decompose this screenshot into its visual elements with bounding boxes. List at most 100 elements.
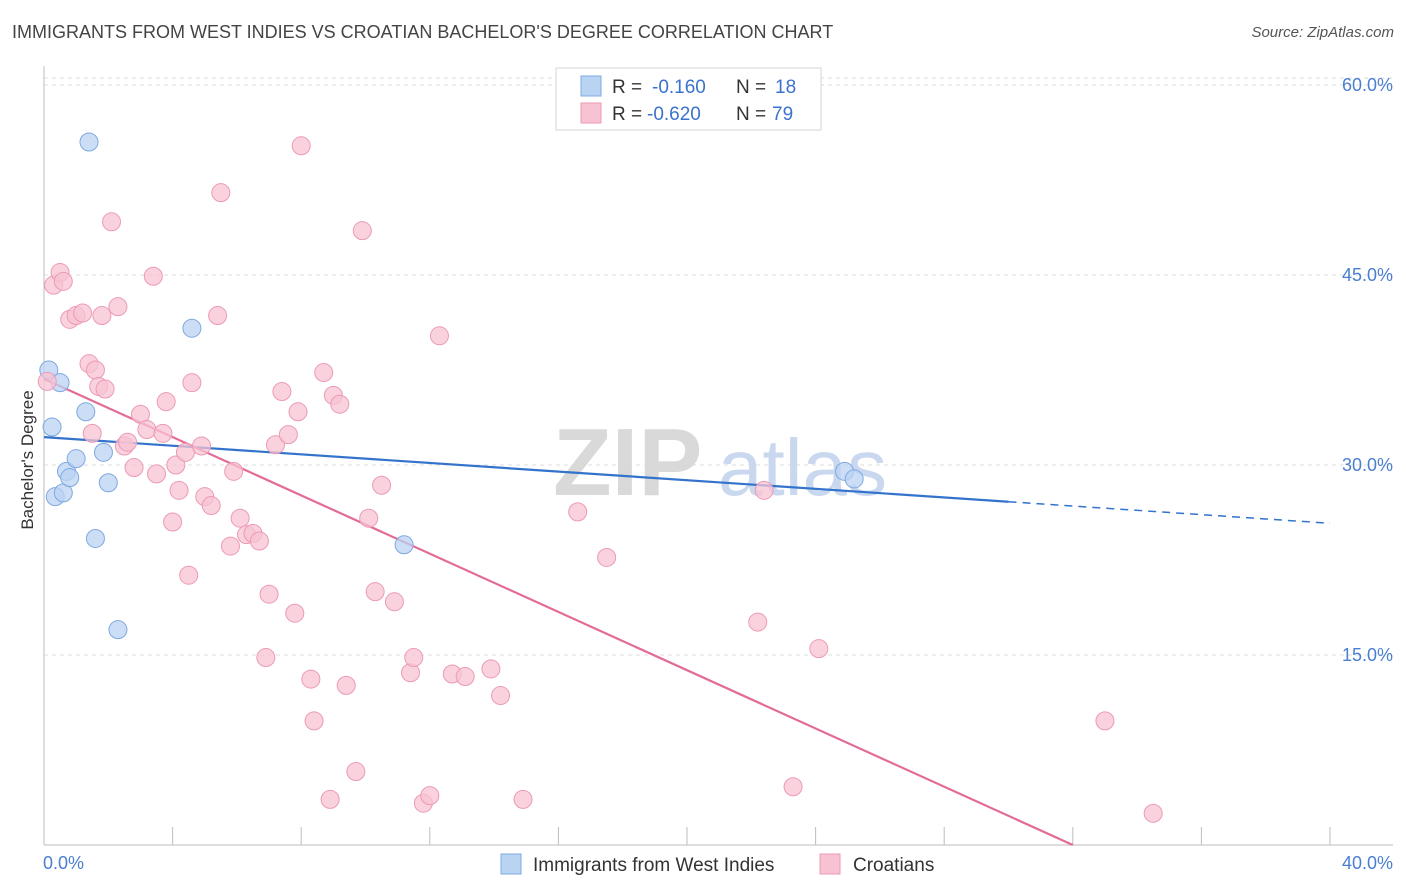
west-indies-point [108,620,128,640]
croatians-point [73,303,93,323]
croatians-point [137,420,157,440]
croatians-point [249,531,269,551]
croatians-point [301,669,321,689]
watermark-atlas: atlas [718,423,887,512]
croatians-point [1095,711,1115,731]
croatians-point [163,512,183,532]
west-indies-point [66,449,86,469]
y-tick-label: 45.0% [1342,265,1393,285]
stats-legend-r-label-1: R = [612,77,642,98]
croatians-point [597,547,617,567]
west-indies-point [79,132,99,152]
croatians-point [92,306,112,326]
croatians-point [124,458,144,478]
axis-layer [43,66,1393,846]
west-indies-point [60,468,80,488]
croatians-point [285,603,305,623]
croatians-point [192,436,212,456]
croatians-point [265,435,285,455]
croatians-point [220,536,240,556]
croatians-point [53,271,73,291]
croatians-point [175,442,195,462]
series-legend-label-pink: Croatians [853,855,934,876]
y-tick-label: 60.0% [1342,75,1393,95]
croatians-point [513,789,533,809]
croatians-point [336,675,356,695]
croatians-point [278,425,298,445]
stats-legend-n-value-2: 79 [772,104,793,125]
croatians-point [272,382,292,402]
croatians-point [754,480,774,500]
watermark: ZIP atlas [553,409,887,516]
croatians-point [85,360,105,380]
stats-legend-swatch-pink [580,102,602,124]
stats-legend-r-value-1: -0.160 [652,77,706,98]
croatians-point [359,508,379,528]
croatians-point [256,648,276,668]
croatians-trend-line [43,377,1074,847]
series-legend-swatch-blue [500,853,522,875]
series-legend-swatch-pink [819,853,841,875]
croatians-point [169,480,189,500]
west-indies-point [42,417,62,437]
west-indies-point [394,535,414,555]
croatians-point [1143,803,1163,823]
west-indies-point [76,402,96,422]
chart-title: IMMIGRANTS FROM WEST INDIES VS CROATIAN … [12,22,834,42]
west-indies-point [93,442,113,462]
croatians-point [384,592,404,612]
stats-legend-n-label-1: N = [736,77,766,98]
croatians-point [108,297,128,317]
croatians-point [95,379,115,399]
croatians-point [314,363,334,383]
y-axis-title: Bachelor's Degree [18,390,37,529]
series-legend: Immigrants from West Indies Croatians [500,853,934,876]
croatians-point [809,639,829,659]
grid-layer [44,77,1393,656]
croatians-point [166,455,186,475]
west-indies-point [844,469,864,489]
croatians-point [37,371,57,391]
croatians-point [201,496,221,516]
croatians-point [429,326,449,346]
croatians-point [208,306,228,326]
croatians-point [481,659,501,679]
x-tick-label-min: 0.0% [43,853,84,873]
west-indies-point [182,318,202,338]
croatians-point [420,786,440,806]
points-layer [37,132,1163,823]
croatians-point [320,789,340,809]
stats-legend-r-value-2: -0.620 [647,104,701,125]
croatians-point [230,508,250,528]
croatians-point [304,711,324,731]
croatians-point [156,392,176,412]
croatians-point [118,432,138,452]
croatians-point [153,423,173,443]
croatians-point [143,266,163,286]
croatians-point [179,565,199,585]
y-tick-label: 30.0% [1342,455,1393,475]
croatians-point [748,612,768,632]
croatians-point [330,394,350,414]
croatians-point [352,221,372,241]
chart-source: Source: ZipAtlas.com [1251,24,1394,41]
croatians-point [291,136,311,156]
west-indies-trend-extension [1008,500,1331,525]
x-tick-label-max: 40.0% [1342,853,1393,873]
croatians-point [491,686,511,706]
y-tick-label: 15.0% [1342,645,1393,665]
stats-legend-n-label-2: N = [736,104,766,125]
tick-labels: 0.0% 40.0% 15.0% 30.0% 45.0% 60.0% [43,75,1393,873]
croatians-point [365,582,385,602]
stats-legend-n-value-1: 18 [775,77,796,98]
croatians-point [102,212,122,232]
croatians-point [783,777,803,797]
series-legend-label-blue: Immigrants from West Indies [533,855,774,876]
croatians-point [568,502,588,522]
stats-legend: R = -0.160 N = 18 R = -0.620 N = 79 [555,67,822,131]
croatians-point [455,667,475,687]
stats-legend-r-label-2: R = [612,104,642,125]
croatians-point [346,762,366,782]
croatians-point [259,584,279,604]
